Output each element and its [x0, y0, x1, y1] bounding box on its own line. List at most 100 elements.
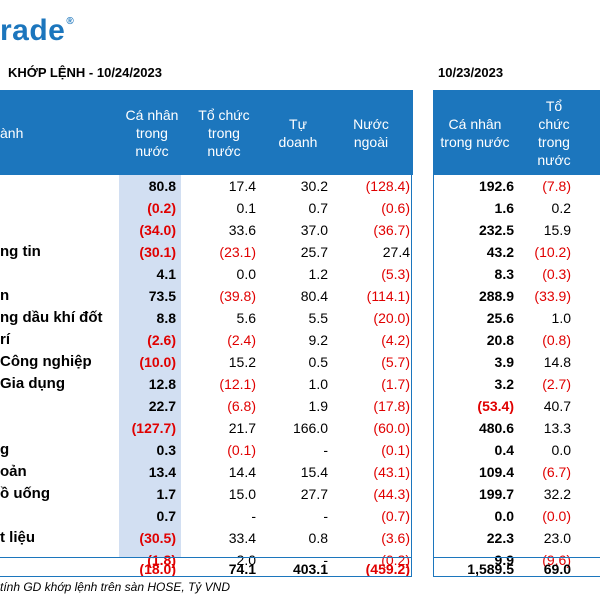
value-cell: 0.1 — [236, 200, 256, 216]
table-title-right: 10/23/2023 — [438, 65, 504, 80]
table-row: Công nghiệp (10.0) 15.2 0.5 (5.7) 3.9 14.8 — [0, 351, 600, 373]
value-cell: (34.0) — [139, 222, 176, 238]
table-row: 22.7 (6.8) 1.9 (17.8) (53.4) 40.7 — [0, 395, 600, 417]
value-cell-prev: 14.8 — [543, 354, 571, 370]
value-cell-prev: (0.8) — [542, 332, 571, 348]
value-cell: 0.0 — [236, 266, 256, 282]
table-row: (34.0) 33.6 37.0 (36.7) 232.5 15.9 — [0, 219, 600, 241]
value-cell: 13.4 — [148, 464, 176, 480]
value-cell: 21.7 — [228, 420, 256, 436]
value-cell: - — [323, 552, 328, 568]
value-cell: 0.5 — [308, 354, 328, 370]
value-cell: 80.4 — [300, 288, 328, 304]
value-cell: (127.7) — [131, 420, 176, 436]
table-border-right — [433, 90, 600, 577]
value-cell-prev: 192.6 — [478, 178, 514, 194]
total-cell: 403.1 — [292, 561, 328, 577]
header-individual-domestic-prev: Cá nhân trong nước — [440, 115, 510, 150]
value-cell-prev: 22.3 — [486, 530, 514, 546]
value-cell-prev: 13.3 — [543, 420, 571, 436]
total-row: (18.0) 74.1 403.1 (459.2) 1,589.5 69.0 — [0, 558, 600, 580]
value-cell: 5.6 — [236, 310, 256, 326]
brand-logo-text: rade — [0, 14, 66, 47]
table-row: 0.7 - - (0.7) 0.0 (0.0) — [0, 505, 600, 527]
total-cell-prev: 1,589.5 — [467, 561, 514, 577]
value-cell: 166.0 — [292, 420, 328, 436]
value-cell: 1.9 — [308, 398, 328, 414]
value-cell: 1.0 — [308, 376, 328, 392]
footnote: tính GD khớp lệnh trên sàn HOSE, Tỷ VND — [0, 580, 231, 594]
value-cell: (6.8) — [227, 398, 256, 414]
value-cell: (20.0) — [373, 310, 410, 326]
value-cell: (39.8) — [219, 288, 256, 304]
total-cell: 74.1 — [228, 561, 256, 577]
total-cell: (18.0) — [139, 561, 176, 577]
header-foreign: Nước ngoài — [353, 115, 389, 150]
header-proprietary: Tự doanh — [278, 115, 318, 150]
value-cell: (1.7) — [381, 376, 410, 392]
registered-mark: ® — [66, 16, 75, 27]
sector-label: g — [0, 441, 10, 458]
value-cell-prev: 32.2 — [543, 486, 571, 502]
value-cell: (0.7) — [381, 508, 410, 524]
value-cell: 30.2 — [300, 178, 328, 194]
value-cell: 0.3 — [156, 442, 176, 458]
table-row: rí (2.6) (2.4) 9.2 (4.2) 20.8 (0.8) — [0, 329, 600, 351]
value-cell: 33.6 — [228, 222, 256, 238]
value-cell: 73.5 — [148, 288, 176, 304]
value-cell-prev: 288.9 — [478, 288, 514, 304]
value-cell: 5.5 — [308, 310, 328, 326]
value-cell: 2.0 — [236, 552, 256, 568]
value-cell-prev: 0.2 — [551, 200, 571, 216]
sector-label: oản — [0, 463, 27, 480]
sector-label: t liệu — [0, 529, 36, 546]
sector-label: ng tin — [0, 243, 41, 260]
value-cell: (60.0) — [373, 420, 410, 436]
value-cell: 8.8 — [156, 310, 176, 326]
value-cell: 37.0 — [300, 222, 328, 238]
table-row: g 0.3 (0.1) - (0.1) 0.4 0.0 — [0, 439, 600, 461]
value-cell: (30.5) — [139, 530, 176, 546]
value-cell: (43.1) — [373, 464, 410, 480]
value-cell: - — [251, 508, 256, 524]
value-cell: 15.2 — [228, 354, 256, 370]
sector-label: n — [0, 287, 10, 304]
sector-label: Gia dụng — [0, 375, 65, 392]
value-cell: 25.7 — [300, 244, 328, 260]
value-cell-prev: 1.0 — [551, 310, 571, 326]
table-row: ng dầu khí đốt 8.8 5.6 5.5 (20.0) 25.6 1.0 — [0, 307, 600, 329]
value-cell: (12.1) — [219, 376, 256, 392]
value-cell-prev: 0.0 — [494, 508, 514, 524]
value-cell-prev: 1.6 — [494, 200, 514, 216]
table-row: n 73.5 (39.8) 80.4 (114.1) 288.9 (33.9) — [0, 285, 600, 307]
header-left: ành Cá nhân trong nước Tổ chức trong nướ… — [0, 90, 413, 175]
value-cell-prev: (53.4) — [477, 398, 514, 414]
value-cell-prev: (10.2) — [534, 244, 571, 260]
total-divider-right — [433, 557, 600, 558]
value-cell: (5.3) — [381, 266, 410, 282]
value-cell: (44.3) — [373, 486, 410, 502]
value-cell: 1.2 — [308, 266, 328, 282]
table-row: ng tin (30.1) (23.1) 25.7 27.4 43.2 (10.2) — [0, 241, 600, 263]
value-cell: (0.6) — [381, 200, 410, 216]
value-cell: 12.8 — [148, 376, 176, 392]
highlight-column — [119, 175, 181, 557]
value-cell: (0.1) — [227, 442, 256, 458]
value-cell-prev: 25.6 — [486, 310, 514, 326]
value-cell: 15.0 — [228, 486, 256, 502]
value-cell-prev: 8.3 — [494, 266, 514, 282]
table-row: 4.1 0.0 1.2 (5.3) 8.3 (0.3) — [0, 263, 600, 285]
value-cell-prev: 43.2 — [486, 244, 514, 260]
value-cell: (17.8) — [373, 398, 410, 414]
value-cell: 4.1 — [156, 266, 176, 282]
value-cell: (0.1) — [381, 442, 410, 458]
value-cell: (36.7) — [373, 222, 410, 238]
value-cell: 0.7 — [308, 200, 328, 216]
value-cell-prev: (0.0) — [542, 508, 571, 524]
value-cell: (10.0) — [139, 354, 176, 370]
value-cell: (23.1) — [219, 244, 256, 260]
value-cell: (30.1) — [139, 244, 176, 260]
header-sector: ành — [0, 124, 24, 141]
value-cell: 0.8 — [308, 530, 328, 546]
sector-label: ồ uống — [0, 485, 50, 502]
